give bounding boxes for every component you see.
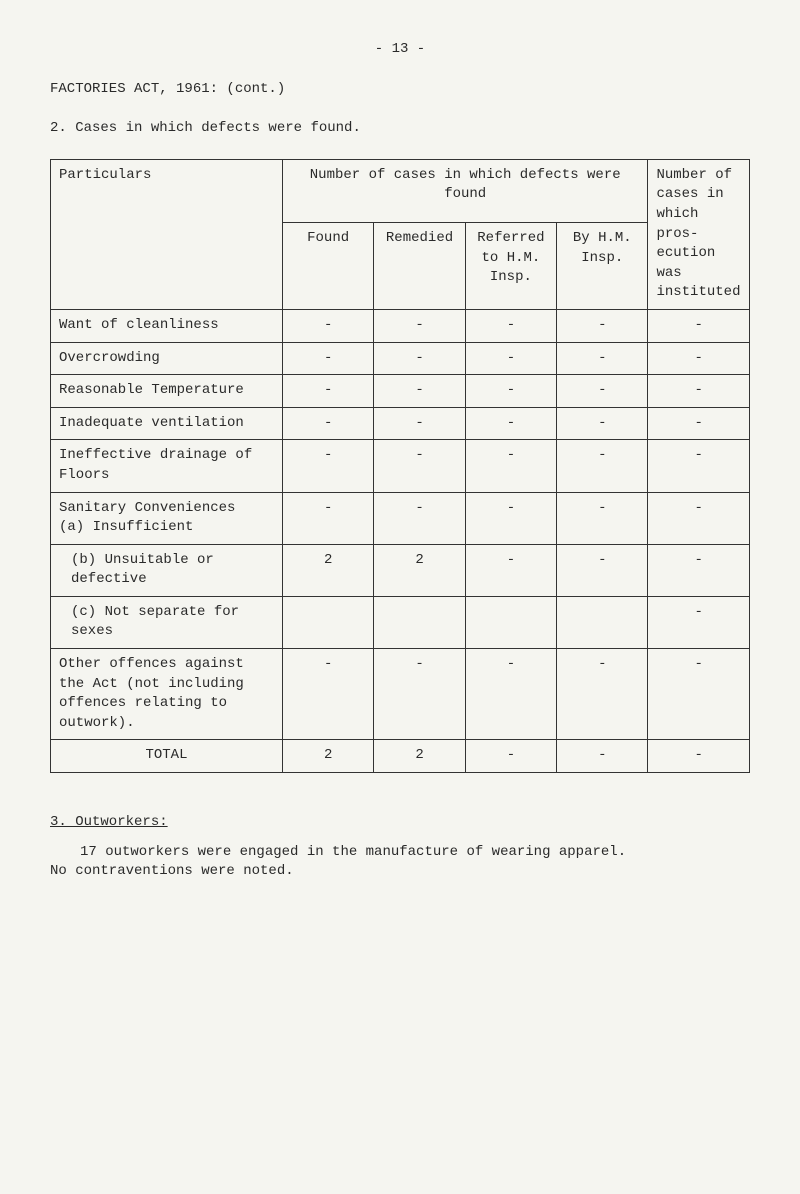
cell: - <box>648 596 750 648</box>
section3-title: 3. Outworkers: <box>50 813 750 833</box>
cell: - <box>557 740 648 773</box>
cell: - <box>648 544 750 596</box>
row-label: Ineffective drainage of Floors <box>51 440 283 492</box>
cell: - <box>557 544 648 596</box>
cell: - <box>465 740 556 773</box>
cell: - <box>648 375 750 408</box>
found-header: Found <box>282 222 373 309</box>
section3-line1: 17 outworkers were engaged in the manufa… <box>80 843 750 863</box>
cell: - <box>648 492 750 544</box>
cell: - <box>648 649 750 740</box>
cell: - <box>282 649 373 740</box>
cell: - <box>557 309 648 342</box>
cell: - <box>374 407 465 440</box>
total-row: TOTAL 2 2 - - - <box>51 740 750 773</box>
table-row: Overcrowding - - - - - <box>51 342 750 375</box>
table-row: Other offences against the Act (not incl… <box>51 649 750 740</box>
row-label: Reasonable Temperature <box>51 375 283 408</box>
cell: - <box>282 492 373 544</box>
table-row: Reasonable Temperature - - - - - <box>51 375 750 408</box>
cell: - <box>557 649 648 740</box>
cell: - <box>465 407 556 440</box>
row-label: Overcrowding <box>51 342 283 375</box>
cell: - <box>465 544 556 596</box>
row-label: Other offences against the Act (not incl… <box>51 649 283 740</box>
row-label: Sanitary Conveniences (a) Insufficient <box>51 492 283 544</box>
cell: - <box>465 375 556 408</box>
cell: - <box>648 407 750 440</box>
row-label: (b) Unsuitable or defective <box>51 544 283 596</box>
cell: - <box>465 492 556 544</box>
table-row: Want of cleanliness - - - - - <box>51 309 750 342</box>
section3-line2: No contraventions were noted. <box>50 862 750 882</box>
cell: - <box>557 342 648 375</box>
cell: - <box>374 375 465 408</box>
cell: - <box>282 407 373 440</box>
table-row: Sanitary Conveniences (a) Insufficient -… <box>51 492 750 544</box>
cell: - <box>557 440 648 492</box>
page-number: - 13 - <box>50 40 750 60</box>
cell: - <box>465 342 556 375</box>
cell: - <box>648 740 750 773</box>
cell: - <box>374 309 465 342</box>
cell <box>374 596 465 648</box>
cell: - <box>374 342 465 375</box>
cell: - <box>282 440 373 492</box>
cell: - <box>374 649 465 740</box>
cell: 2 <box>374 740 465 773</box>
by-header: By H.M. Insp. <box>557 222 648 309</box>
table-row: Inadequate ventilation - - - - - <box>51 407 750 440</box>
cell: - <box>282 375 373 408</box>
table-row: Ineffective drainage of Floors - - - - - <box>51 440 750 492</box>
cell <box>465 596 556 648</box>
cell: - <box>648 440 750 492</box>
cell: - <box>648 342 750 375</box>
cell: - <box>557 375 648 408</box>
row-label: Inadequate ventilation <box>51 407 283 440</box>
cell: - <box>557 407 648 440</box>
section-intro: 2. Cases in which defects were found. <box>50 119 750 139</box>
particulars-header: Particulars <box>51 159 283 309</box>
cell: - <box>465 309 556 342</box>
cell: - <box>465 649 556 740</box>
number-cases-header: Number of cases in which defects were fo… <box>282 159 648 222</box>
row-label: Want of cleanliness <box>51 309 283 342</box>
cell: 2 <box>282 544 373 596</box>
total-label: TOTAL <box>51 740 283 773</box>
remedied-header: Remedied <box>374 222 465 309</box>
cell: 2 <box>282 740 373 773</box>
cell: - <box>374 440 465 492</box>
row-label: (c) Not separate for sexes <box>51 596 283 648</box>
table-row: (c) Not separate for sexes - <box>51 596 750 648</box>
header-title: FACTORIES ACT, 1961: (cont.) <box>50 80 750 100</box>
cell: - <box>465 440 556 492</box>
defects-table: Particulars Number of cases in which def… <box>50 159 750 773</box>
referred-header: Referred to H.M. Insp. <box>465 222 556 309</box>
cell: - <box>282 342 373 375</box>
cell: 2 <box>374 544 465 596</box>
cell <box>282 596 373 648</box>
table-row: (b) Unsuitable or defective 2 2 - - - <box>51 544 750 596</box>
cell: - <box>374 492 465 544</box>
cell: - <box>282 309 373 342</box>
cell: - <box>557 492 648 544</box>
cell: - <box>648 309 750 342</box>
last-col-header: Number of cases in which pros-ecution wa… <box>648 159 750 309</box>
cell <box>557 596 648 648</box>
